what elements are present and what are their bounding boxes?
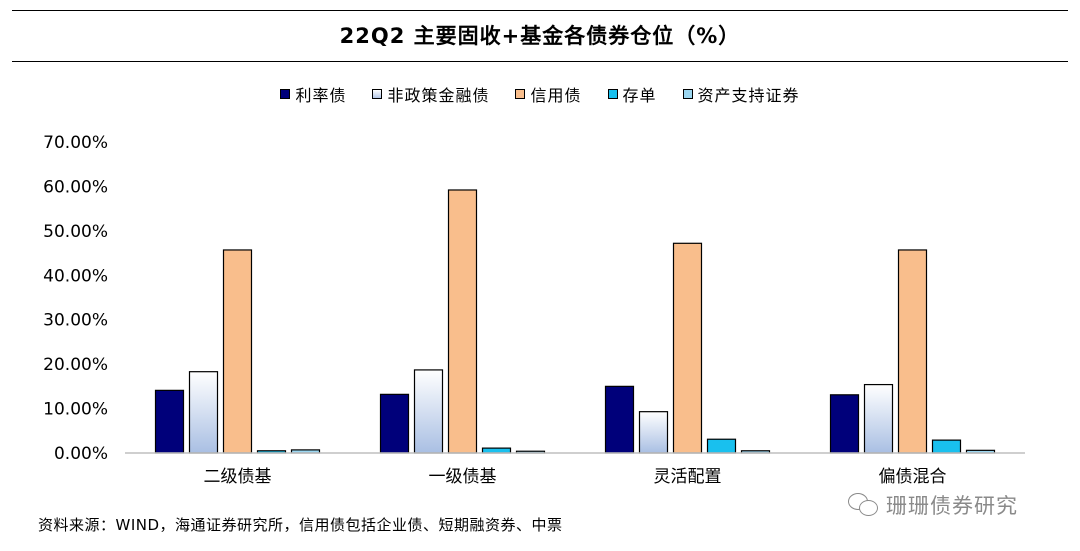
y-tick-label: 30.00% bbox=[43, 311, 108, 331]
bar-credit-bond bbox=[672, 242, 703, 454]
x-tick-label: 灵活配置 bbox=[654, 467, 722, 487]
legend-label: 非政策金融债 bbox=[387, 86, 490, 105]
y-tick-label: 60.00% bbox=[43, 177, 108, 197]
y-tick-label: 40.00% bbox=[43, 266, 108, 286]
y-tick-label: 0.00% bbox=[54, 444, 108, 464]
x-tick-label: 二级债基 bbox=[204, 467, 272, 487]
x-tick-label: 偏债混合 bbox=[879, 467, 947, 487]
legend-swatch bbox=[280, 89, 291, 99]
legend-item-financial-bond: 非政策金融债 bbox=[372, 82, 489, 106]
legend-item-rate-bond: 利率债 bbox=[280, 82, 346, 106]
source-note: 资料来源：WIND，海通证券研究所，信用债包括企业债、短期融资券、中票 bbox=[38, 516, 563, 534]
bar-rate-bond bbox=[379, 393, 410, 454]
y-tick-label: 20.00% bbox=[43, 355, 108, 375]
bar-credit-bond bbox=[222, 249, 253, 454]
legend-swatch bbox=[515, 89, 526, 99]
bar-financial-bond bbox=[413, 369, 444, 454]
wechat-icon bbox=[848, 493, 878, 517]
y-axis: 0.00% 10.00% 20.00% 30.00% 40.00% 50.00% 60.00… bbox=[43, 133, 108, 464]
bar-ncd bbox=[931, 439, 962, 454]
legend-label: 存单 bbox=[622, 86, 657, 105]
watermark-text: 珊珊债券研究 bbox=[886, 494, 1018, 518]
legend-item-ncd: 存单 bbox=[607, 82, 657, 106]
legend-swatch bbox=[372, 89, 383, 99]
bar-rate-bond bbox=[604, 385, 635, 454]
title-rule bbox=[12, 61, 1068, 62]
bar-rate-bond bbox=[154, 389, 185, 454]
y-tick-label: 70.00% bbox=[43, 133, 108, 153]
bar-financial-bond bbox=[863, 383, 894, 454]
legend-swatch bbox=[607, 89, 618, 99]
legend-item-abs: 资产支持证券 bbox=[682, 82, 800, 106]
bar-ncd bbox=[706, 438, 737, 454]
watermark: 珊珊债券研究 bbox=[848, 490, 1018, 520]
x-axis: 二级债基 一级债基 灵活配置 偏债混合 bbox=[204, 467, 947, 487]
y-tick-label: 50.00% bbox=[43, 222, 108, 242]
bar-credit-bond bbox=[447, 189, 478, 454]
chart-title: 22Q2 主要固收+基金各债券仓位（%） bbox=[339, 24, 741, 48]
legend-item-credit-bond: 信用债 bbox=[515, 82, 581, 106]
legend-label: 利率债 bbox=[295, 86, 347, 105]
bar-rate-bond bbox=[829, 394, 860, 454]
top-rule bbox=[12, 10, 1068, 11]
bar-credit-bond bbox=[897, 249, 928, 454]
x-tick-label: 一级债基 bbox=[429, 467, 497, 487]
legend: 利率债 非政策金融债 信用债 存单 资产支持证券 bbox=[0, 82, 1080, 106]
bar-financial-bond bbox=[188, 371, 219, 454]
legend-swatch bbox=[682, 89, 693, 99]
bar-financial-bond bbox=[638, 411, 669, 454]
legend-label: 资产支持证券 bbox=[697, 86, 800, 105]
bars bbox=[154, 189, 996, 454]
y-tick-label: 10.00% bbox=[43, 400, 108, 420]
legend-label: 信用债 bbox=[530, 86, 582, 105]
